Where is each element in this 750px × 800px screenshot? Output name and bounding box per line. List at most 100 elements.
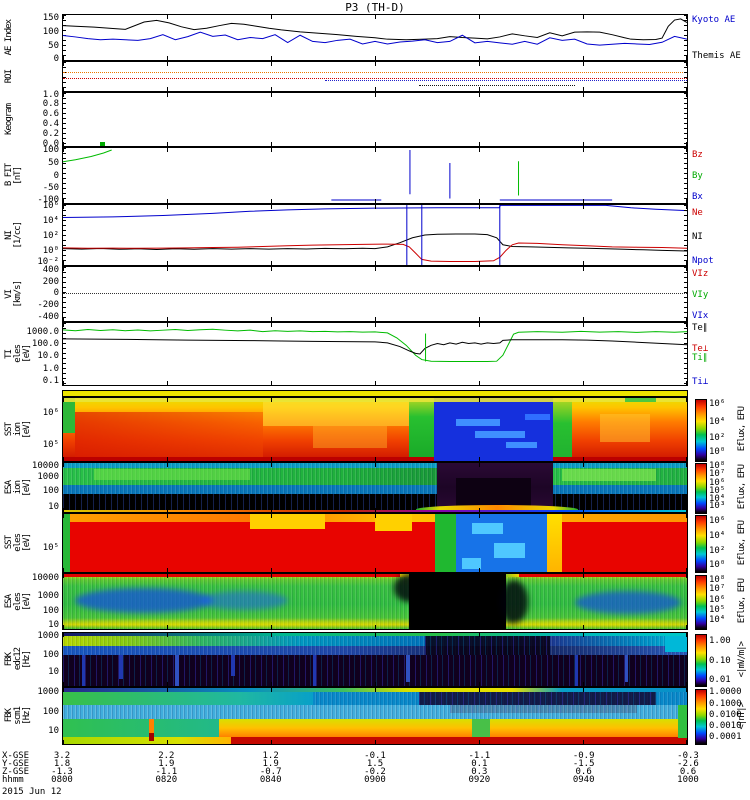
time-tick xyxy=(375,56,376,60)
colorbar-unit: Eflux, EFU xyxy=(737,574,747,629)
time-tick xyxy=(583,56,584,60)
axis-row-X-GSE: X-GSE 3.2 2.2 1.2 -0.1 -1.1 -0.9 -0.3 xyxy=(0,751,750,761)
right-label-Bx: Bx xyxy=(692,192,703,203)
colorbar-tick-label: 0.0010 xyxy=(709,721,742,732)
time-tick xyxy=(478,148,480,152)
series-line-Ti-par xyxy=(63,329,687,361)
time-tick xyxy=(166,93,168,97)
spectro-block xyxy=(63,456,435,461)
time-tick xyxy=(686,633,687,637)
right-label-VIy: VIy xyxy=(692,289,709,300)
panel-ae: AE Index 150 100 50 0 Kyoto AE Themis AE xyxy=(4,13,741,63)
time-tick xyxy=(478,508,480,512)
y-tick-label: 100 xyxy=(42,706,59,717)
axis-value: 0900 xyxy=(364,775,386,785)
axis-value: 1.2 xyxy=(262,751,279,761)
y-tick-label: 100 xyxy=(42,145,59,156)
y-tick-label: 1000 xyxy=(37,471,59,482)
time-tick xyxy=(375,740,376,744)
time-tick xyxy=(375,317,376,321)
spectro-block xyxy=(75,587,213,613)
axis-row-label: hhmm xyxy=(2,775,24,785)
spectro-block xyxy=(471,718,491,738)
spectro-block xyxy=(499,579,528,624)
time-tick xyxy=(166,398,168,402)
y-tick-label: 10 xyxy=(48,725,59,736)
time-tick xyxy=(166,87,168,91)
colorbar-tick-label: 10⁶ xyxy=(709,477,726,488)
axis-value: 0820 xyxy=(155,775,178,785)
time-tick xyxy=(270,682,272,686)
time-tick xyxy=(686,740,687,744)
colorbar-tick-label: 10⁴ xyxy=(709,416,726,427)
time-tick xyxy=(686,93,687,97)
time-tick xyxy=(478,457,480,461)
colorbar-tick-label: 10⁶ xyxy=(709,399,726,410)
time-tick xyxy=(375,633,376,637)
time-tick xyxy=(270,56,272,60)
colorbar-tick-label: 10⁴ xyxy=(709,531,726,542)
y-tick-label: 100.0 xyxy=(31,339,59,350)
axis-value: 0940 xyxy=(572,775,595,785)
dotted-line xyxy=(418,84,575,86)
panel-sst_eles: SST eles [eV] 10⁵ 10⁶ 10⁴ 10² 10⁰ Eflux, EFU xyxy=(4,513,747,574)
time-tick xyxy=(63,682,64,686)
colorbar-tick-label: 10² xyxy=(709,546,726,557)
series-line-By-fit xyxy=(63,150,112,162)
time-tick xyxy=(686,514,687,518)
time-tick xyxy=(270,574,272,578)
spectro-block xyxy=(406,655,410,682)
time-tick xyxy=(166,508,168,512)
time-tick xyxy=(63,398,64,402)
time-tick xyxy=(166,199,168,203)
time-tick xyxy=(478,381,480,385)
panel-keogram: Keogram 1.0 0.8 0.6 0.4 0.2 0.0 xyxy=(4,90,688,148)
axis-value: 0840 xyxy=(259,775,282,785)
axis-value: -1.5 xyxy=(572,759,595,769)
time-tick xyxy=(63,199,64,203)
right-label-Npot: Npot xyxy=(692,255,714,266)
y-tick-label: 10⁵ xyxy=(42,439,59,450)
y-tick-label: 0 xyxy=(53,288,59,299)
time-tick xyxy=(583,740,584,744)
time-tick xyxy=(270,633,272,637)
time-tick xyxy=(583,682,584,686)
time-tick xyxy=(166,625,168,629)
axis-value: -0.9 xyxy=(572,751,595,761)
time-tick xyxy=(686,317,687,321)
spectro-blocks xyxy=(63,574,687,629)
dotted-line xyxy=(63,78,687,80)
spectro-block xyxy=(546,514,563,572)
time-tick xyxy=(375,199,376,203)
time-tick xyxy=(478,568,480,572)
time-tick xyxy=(166,62,168,66)
panel-fbk_edc12: FBK edc12 [Hz] 1000 100 10 1.00 0.10 0.01 <|mV/m|… xyxy=(4,632,747,688)
plot-title: P3 (TH-D) xyxy=(345,1,405,14)
time-tick xyxy=(166,457,168,461)
spectro-block xyxy=(63,704,687,719)
time-tick xyxy=(63,56,64,60)
time-tick xyxy=(375,574,376,578)
time-tick xyxy=(166,574,168,578)
time-tick xyxy=(166,682,168,686)
axis-row-Y-GSE: Y-GSE 1.8 1.9 1.9 1.5 0.1 -1.5 -2.6 xyxy=(0,759,750,769)
y-tick-label: 1000 xyxy=(37,687,59,698)
y-tick-label: 10⁶ xyxy=(42,201,59,212)
time-tick xyxy=(166,148,168,152)
colorbar-tick-label: 0.0100 xyxy=(709,709,742,720)
spectro-block xyxy=(574,655,579,686)
axis-row-Z-GSE: Z-GSE -1.3 -1.1 -0.7 -0.2 0.3 0.6 0.6 xyxy=(0,768,750,777)
spectro-blocks xyxy=(63,93,687,146)
spectro-block xyxy=(524,413,550,421)
colorbar xyxy=(695,398,707,463)
colorbar-unit-text: Eflux, EFU xyxy=(737,520,747,566)
time-tick xyxy=(63,205,64,209)
time-tick xyxy=(478,142,480,146)
time-tick xyxy=(686,267,687,271)
axis-row-hhmm: hhmm 0800 0820 0840 0900 0920 0940 1000 xyxy=(0,775,750,785)
y-tick-label: 1000 xyxy=(37,591,59,601)
colorbar-unit-text: <|nT|> xyxy=(737,702,747,730)
panel-ti: TI eles [eV] 1000.0 100.0 10.0 1.0 0.1 Te∥ Te⊥ Ti∥… xyxy=(4,322,708,386)
time-tick xyxy=(478,87,480,91)
colorbar xyxy=(695,463,707,514)
